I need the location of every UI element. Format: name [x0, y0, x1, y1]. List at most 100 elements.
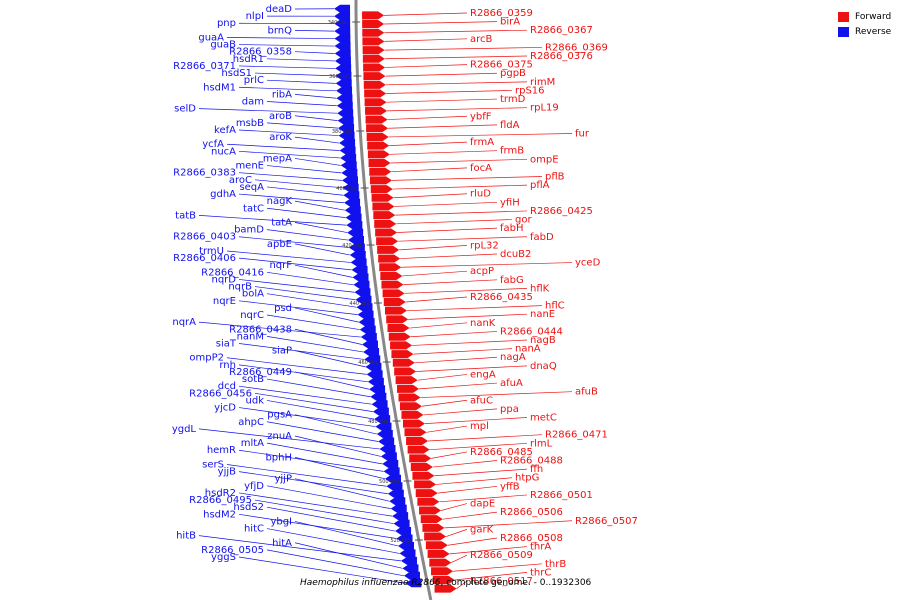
gene-label[interactable]: focA	[470, 163, 492, 174]
gene-label[interactable]: pgpB	[500, 68, 526, 79]
gene-label[interactable]: sotB	[242, 374, 264, 385]
gene-label[interactable]: hsdM1	[203, 82, 236, 93]
gene-label[interactable]: dcuB2	[500, 249, 531, 260]
gene-label[interactable]: hitA	[272, 538, 292, 549]
gene-label[interactable]: afuA	[500, 378, 523, 389]
gene-label[interactable]: thrB	[545, 559, 566, 570]
gene-label[interactable]: rluD	[470, 189, 491, 200]
gene-label[interactable]: fabH	[500, 223, 524, 234]
gene-label[interactable]: selD	[174, 104, 196, 115]
gene-label[interactable]: dnaQ	[530, 361, 557, 372]
gene-label[interactable]: bamD	[234, 225, 264, 236]
gene-label[interactable]: thrC	[530, 567, 551, 578]
gene-label[interactable]: ompP2	[189, 353, 224, 364]
gene-label[interactable]: nanK	[470, 318, 496, 329]
gene-label[interactable]: htpG	[515, 473, 539, 484]
gene-label[interactable]: yceD	[575, 258, 601, 269]
gene-label[interactable]: R2866_0406	[173, 253, 236, 264]
gene-label[interactable]: birA	[500, 17, 520, 28]
gene-label[interactable]: menE	[235, 161, 264, 172]
gene-label[interactable]: deaD	[266, 4, 293, 15]
gene-label[interactable]: pflB	[545, 172, 565, 183]
gene-label[interactable]: nqrB	[228, 282, 252, 293]
gene-label[interactable]: R2866_0495	[189, 495, 252, 506]
gene-label[interactable]: nagB	[530, 335, 556, 346]
gene-label[interactable]: nqrD	[212, 274, 237, 285]
gene-label[interactable]: R2866_0367	[530, 25, 593, 36]
gene-label[interactable]: hemR	[207, 445, 236, 456]
gene-label[interactable]: garK	[470, 524, 494, 535]
gene-label[interactable]: R2866_0508	[500, 533, 563, 544]
gene-label[interactable]: R2866_0517	[470, 576, 533, 587]
gene-label[interactable]: hitB	[176, 531, 196, 542]
gene-label[interactable]: bolA	[242, 289, 264, 300]
gene-label[interactable]: rnh	[219, 360, 236, 371]
gene-label[interactable]: frmA	[470, 137, 494, 148]
gene-label[interactable]: dcd	[218, 381, 236, 392]
gene-label[interactable]: ybfF	[470, 111, 492, 122]
gene-label[interactable]: hitC	[244, 524, 264, 535]
gene-label[interactable]: thrA	[530, 542, 551, 553]
gene-label[interactable]: R2866_0507	[575, 516, 638, 527]
gene-label[interactable]: R2866_0425	[530, 206, 593, 217]
gene-label[interactable]: R2866_0416	[201, 267, 264, 278]
gene-label[interactable]: engA	[470, 369, 496, 380]
gene-label[interactable]: tatC	[243, 203, 264, 214]
gene-label[interactable]: guaB	[210, 40, 236, 51]
gene-label[interactable]: pflA	[530, 180, 550, 191]
gene-label[interactable]: R2866_0485	[470, 447, 533, 458]
gene-label[interactable]: bphH	[265, 452, 292, 463]
gene-label[interactable]: tatB	[175, 210, 196, 221]
gene-label[interactable]: hflC	[545, 301, 565, 312]
gene-label[interactable]: R2866_0369	[545, 42, 608, 53]
gene-label[interactable]: fabG	[500, 275, 524, 286]
gene-label[interactable]: hflK	[530, 283, 550, 294]
gene-label[interactable]: mpl	[470, 421, 489, 432]
gene-label[interactable]: yfiH	[500, 197, 520, 208]
gene-label[interactable]: fabD	[530, 232, 554, 243]
gene-label[interactable]: hsdS1	[221, 68, 252, 79]
gene-label[interactable]: znuA	[267, 431, 292, 442]
gene-label[interactable]: ycfA	[202, 139, 224, 150]
gene-label[interactable]: ybgI	[270, 516, 292, 527]
gene-label[interactable]: mltA	[241, 438, 264, 449]
gene-label[interactable]: nqrE	[213, 296, 236, 307]
gene-label[interactable]: ygdL	[172, 424, 197, 435]
gene-label[interactable]: yjcD	[214, 403, 236, 414]
gene-label[interactable]: nanE	[530, 309, 555, 320]
gene-label[interactable]: R2866_0438	[229, 324, 292, 335]
gene-label[interactable]: yffB	[500, 481, 520, 492]
gene-label[interactable]: arcB	[470, 34, 493, 45]
gene-label[interactable]: R2866_0506	[500, 507, 563, 518]
gene-label[interactable]: nqrF	[269, 260, 292, 271]
gene-label[interactable]: yjjB	[218, 467, 236, 478]
gene-label[interactable]: R2866_0358	[229, 47, 292, 58]
gene-label[interactable]: metC	[530, 412, 557, 423]
gene-label[interactable]: rpL19	[530, 103, 559, 114]
gene-label[interactable]: R2866_0456	[189, 388, 252, 399]
gene-label[interactable]: guaA	[198, 32, 224, 43]
gene-label[interactable]: gdhA	[210, 189, 236, 200]
gene-label[interactable]: R2866_0371	[173, 61, 236, 72]
gene-label[interactable]: hsdR1	[233, 54, 264, 65]
gene-label[interactable]: ribA	[272, 89, 292, 100]
gene-label[interactable]: psd	[274, 303, 292, 314]
gene-label[interactable]: R2866_0471	[545, 430, 608, 441]
gene-label[interactable]: trmD	[500, 94, 526, 105]
gene-label[interactable]: hsdM2	[203, 509, 236, 520]
gene-label[interactable]: brnQ	[268, 25, 293, 36]
gene-label[interactable]: aroC	[229, 175, 252, 186]
gene-label[interactable]: pgsA	[267, 410, 292, 421]
gene-label[interactable]: seqA	[239, 182, 264, 193]
gene-label[interactable]: nucA	[211, 146, 236, 157]
gene-label[interactable]: udk	[246, 395, 265, 406]
gene-label[interactable]: gor	[515, 215, 532, 226]
gene-label[interactable]: R2866_0501	[530, 490, 593, 501]
gene-label[interactable]: apbE	[267, 239, 292, 250]
gene-label[interactable]: R2866_0505	[201, 545, 264, 556]
gene-label[interactable]: nagK	[267, 196, 293, 207]
gene-label[interactable]: kefA	[214, 125, 236, 136]
gene-label[interactable]: yggS	[211, 552, 236, 563]
gene-label[interactable]: siaT	[216, 338, 237, 349]
gene-label[interactable]: R2866_0488	[500, 456, 563, 467]
